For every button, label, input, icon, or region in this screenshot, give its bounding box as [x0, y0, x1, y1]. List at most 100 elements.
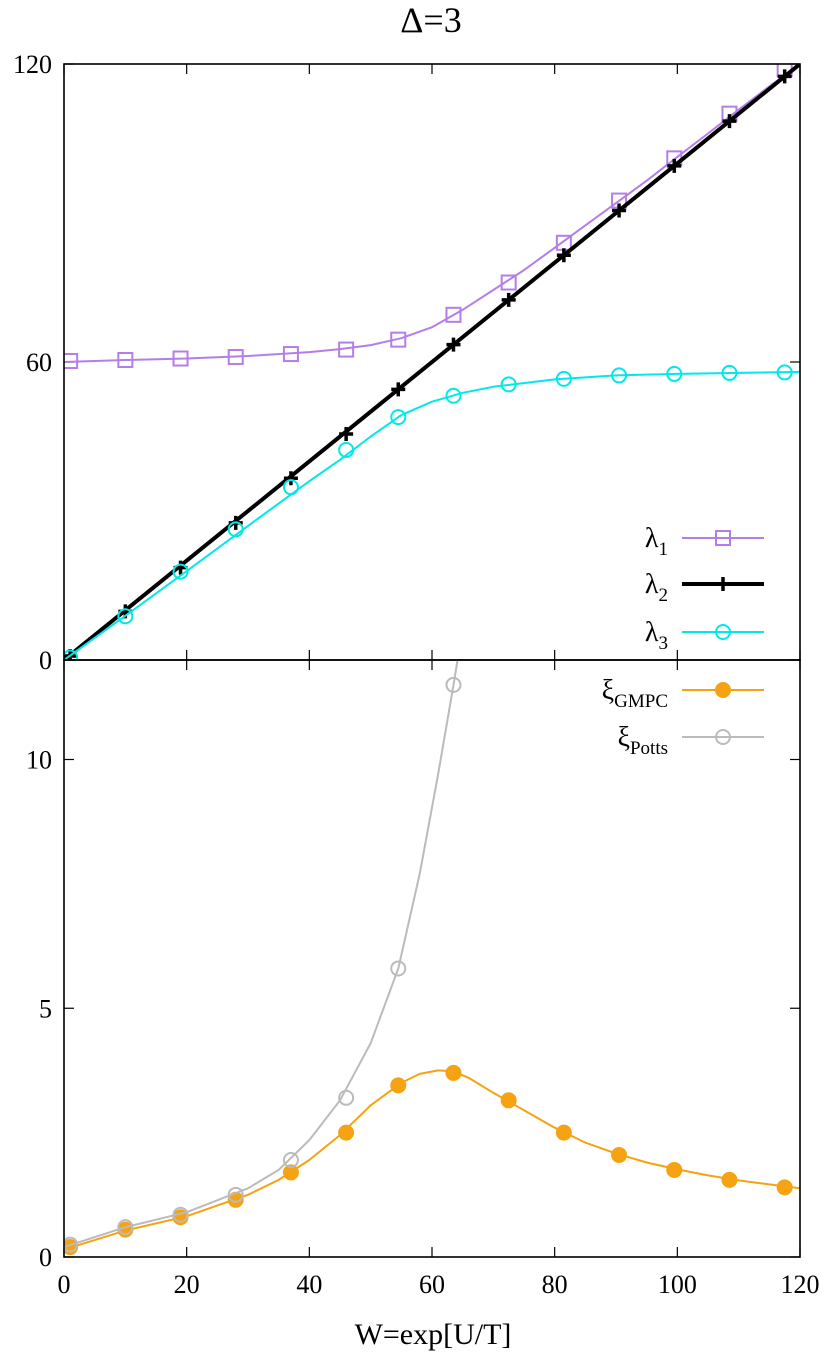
series-λ-2-point — [501, 292, 516, 307]
legend-label: λ3 — [645, 617, 668, 654]
legend-entry: λ3 — [645, 617, 764, 654]
series-λ-3-point — [282, 479, 299, 496]
series-ξ-GMPC-point — [666, 1161, 683, 1178]
chart-title: Δ=3 — [400, 0, 461, 40]
y-tick-label-bottom: 0 — [39, 1243, 52, 1272]
x-tick-label: 120 — [781, 1270, 820, 1299]
series-λ-3-point — [500, 376, 517, 393]
legend-label-symbol: λ — [645, 617, 659, 648]
series-ξ-GMPC-point — [611, 1147, 628, 1164]
series-λ-3-point — [776, 364, 793, 381]
legend-marker-sample — [715, 624, 731, 640]
series-λ-3-point — [117, 608, 134, 625]
y-tick-label-top: 0 — [39, 646, 52, 675]
series-λ-2-point — [391, 382, 406, 397]
legend-label-subscript: Potts — [630, 738, 668, 759]
series-ξ-GMPC-point — [500, 1092, 517, 1109]
series-λ-1-point — [338, 341, 355, 358]
series-ξ-Potts-line — [64, 660, 459, 1248]
y-tick-label-bottom: 10 — [26, 746, 52, 775]
legend-marker-sample — [715, 729, 731, 745]
legend-label: ξPotts — [617, 722, 668, 759]
series-λ-2-point — [556, 248, 571, 263]
series-λ-3-point — [64, 649, 79, 660]
x-tick-label: 80 — [542, 1270, 568, 1299]
series-λ-2-point — [339, 427, 354, 442]
series-ξ-Potts-point — [172, 1206, 189, 1223]
series-ξ-GMPC-point — [338, 1124, 355, 1141]
legend-label-symbol: λ — [645, 569, 659, 600]
legend-entry: λ2 — [645, 569, 764, 606]
legend-label: λ1 — [645, 523, 668, 560]
series-ξ-Potts-point — [282, 1151, 299, 1168]
legend-label-subscript: 2 — [659, 585, 669, 606]
series-λ-1-point — [445, 306, 462, 323]
series-λ-3-point — [555, 370, 572, 387]
series-λ-2-point — [777, 69, 792, 84]
legend-label-symbol: ξ — [617, 722, 629, 753]
series-λ-1-point — [390, 331, 407, 348]
series-ξ-GMPC-point — [445, 1064, 462, 1081]
series-ξ-GMPC-point — [776, 1179, 793, 1196]
series-λ-3-point — [445, 387, 462, 404]
legend-marker-sample — [715, 682, 731, 698]
series-ξ-Potts-point — [338, 1089, 355, 1106]
legend-label-symbol: λ — [645, 523, 659, 554]
x-tick-label: 0 — [58, 1270, 71, 1299]
series-ξ-GMPC-point — [555, 1124, 572, 1141]
series-λ-3-point — [390, 409, 407, 426]
series-ξ-GMPC-point — [721, 1171, 738, 1188]
x-tick-label: 40 — [296, 1270, 322, 1299]
series-λ-1-line — [64, 64, 800, 363]
series-ξ-Potts-point — [227, 1186, 244, 1203]
plot-area-bottom — [64, 660, 800, 1256]
series-λ-3-point — [721, 364, 738, 381]
series-λ-2-point — [667, 158, 682, 173]
series-ξ-Potts-point — [390, 960, 407, 977]
series-λ-3-point — [227, 521, 244, 538]
series-λ-1-point — [282, 346, 299, 363]
series-ξ-GMPC-line — [64, 1069, 800, 1251]
axes-frame-bottom — [63, 659, 801, 1258]
legend-entry: ξPotts — [617, 722, 764, 759]
series-λ-2-point — [446, 337, 461, 352]
series-λ-1-point — [500, 274, 517, 291]
series-λ-2-point — [612, 203, 627, 218]
legend-label: λ2 — [645, 569, 668, 606]
series-λ-1-point — [64, 353, 79, 370]
series-λ-3-point — [611, 367, 628, 384]
legend-marker-sample — [716, 577, 730, 591]
legend-label-subscript: GMPC — [614, 691, 668, 712]
series-λ-2-point — [722, 114, 737, 129]
series-λ-1-point — [227, 349, 244, 366]
y-tick-label-top: 120 — [13, 50, 52, 79]
series-ξ-GMPC-point — [390, 1077, 407, 1094]
series-λ-2-line — [64, 64, 800, 660]
legend-label-symbol: ξ — [602, 675, 614, 706]
series-λ-1-point — [172, 350, 189, 367]
legend-marker-sample — [715, 530, 731, 546]
plot-area-top — [64, 64, 800, 660]
series-ξ-Potts-point — [64, 1236, 79, 1253]
legend-label-subscript: 3 — [659, 633, 669, 654]
series-λ-3-point — [338, 441, 355, 458]
y-tick-label-top: 60 — [26, 348, 52, 377]
series-λ-3-line — [64, 370, 800, 660]
x-tick-label: 60 — [419, 1270, 445, 1299]
legend-label-subscript: 1 — [659, 539, 669, 560]
y-tick-label-bottom: 5 — [39, 994, 52, 1023]
series-λ-1-point — [117, 352, 134, 369]
series-λ-3-point — [172, 563, 189, 580]
series-ξ-GMPC-point — [282, 1164, 299, 1181]
legend-entry: ξGMPC — [602, 675, 764, 712]
x-axis-label: W=exp[U/T] — [355, 1318, 512, 1351]
legend-entry: λ1 — [645, 523, 764, 560]
series-λ-2-point — [283, 471, 298, 486]
series-ξ-Potts-point — [445, 676, 462, 693]
series-λ-3-point — [666, 365, 683, 382]
series-ξ-Potts-point — [117, 1219, 134, 1236]
x-tick-label: 100 — [658, 1270, 697, 1299]
